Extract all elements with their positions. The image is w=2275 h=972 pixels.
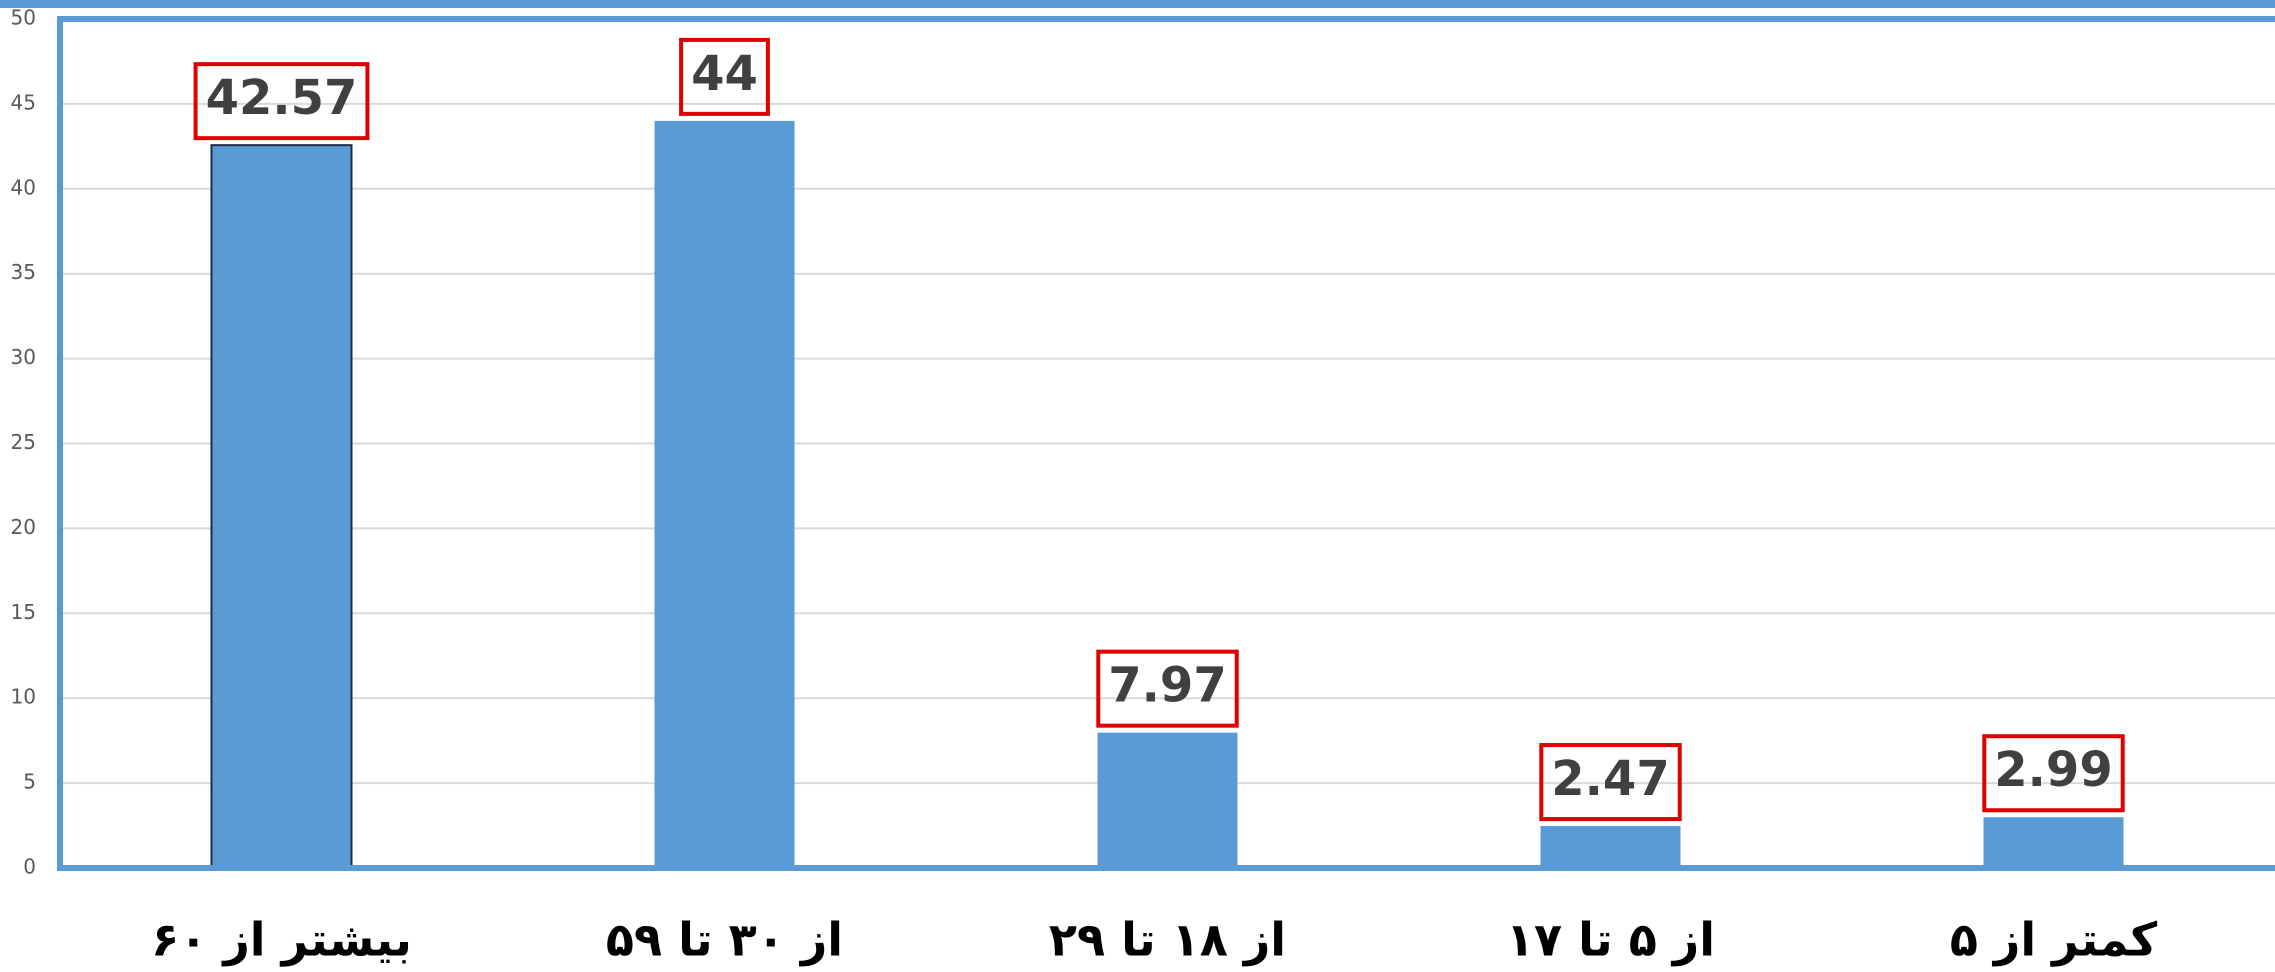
y-tick-label: 50 xyxy=(11,6,36,30)
value-label-box xyxy=(1982,734,2125,813)
value-label-box xyxy=(193,62,370,141)
value-label-box xyxy=(1539,743,1682,822)
y-tick-label: 40 xyxy=(11,175,36,199)
value-label-box xyxy=(1096,649,1239,728)
value-label: 2.99 xyxy=(1994,742,2112,798)
bar xyxy=(1983,817,2124,868)
bar xyxy=(210,144,353,870)
y-tick-label: 10 xyxy=(11,685,36,709)
y-tick-label: 15 xyxy=(11,600,36,624)
x-tick-label: بیشتر از ۶۰ xyxy=(151,913,412,967)
value-label: 44 xyxy=(691,46,758,102)
bar xyxy=(1540,826,1681,868)
bar xyxy=(654,120,795,868)
x-tick-label: از ۳۰ تا ۵۹ xyxy=(606,913,843,967)
y-tick-label: 35 xyxy=(11,260,36,284)
x-tick-label: از ۵ تا ۱۷ xyxy=(1506,913,1715,967)
x-tick-label: کمتر از ۵ xyxy=(1950,913,2158,967)
value-label: 2.47 xyxy=(1551,751,1669,807)
y-tick-label: 20 xyxy=(11,515,36,539)
y-tick-label: 45 xyxy=(11,90,36,114)
y-tick-label: 25 xyxy=(11,430,36,454)
y-tick-label: 5 xyxy=(23,770,36,794)
y-tick-label: 0 xyxy=(23,855,36,879)
x-tick-label: از ۱۸ تا ۲۹ xyxy=(1049,913,1286,967)
bar xyxy=(1097,732,1238,868)
value-label-box xyxy=(679,37,770,116)
y-tick-label: 30 xyxy=(11,345,36,369)
value-label: 42.57 xyxy=(206,70,358,126)
value-label: 7.97 xyxy=(1108,658,1226,714)
top-border xyxy=(0,0,2275,8)
